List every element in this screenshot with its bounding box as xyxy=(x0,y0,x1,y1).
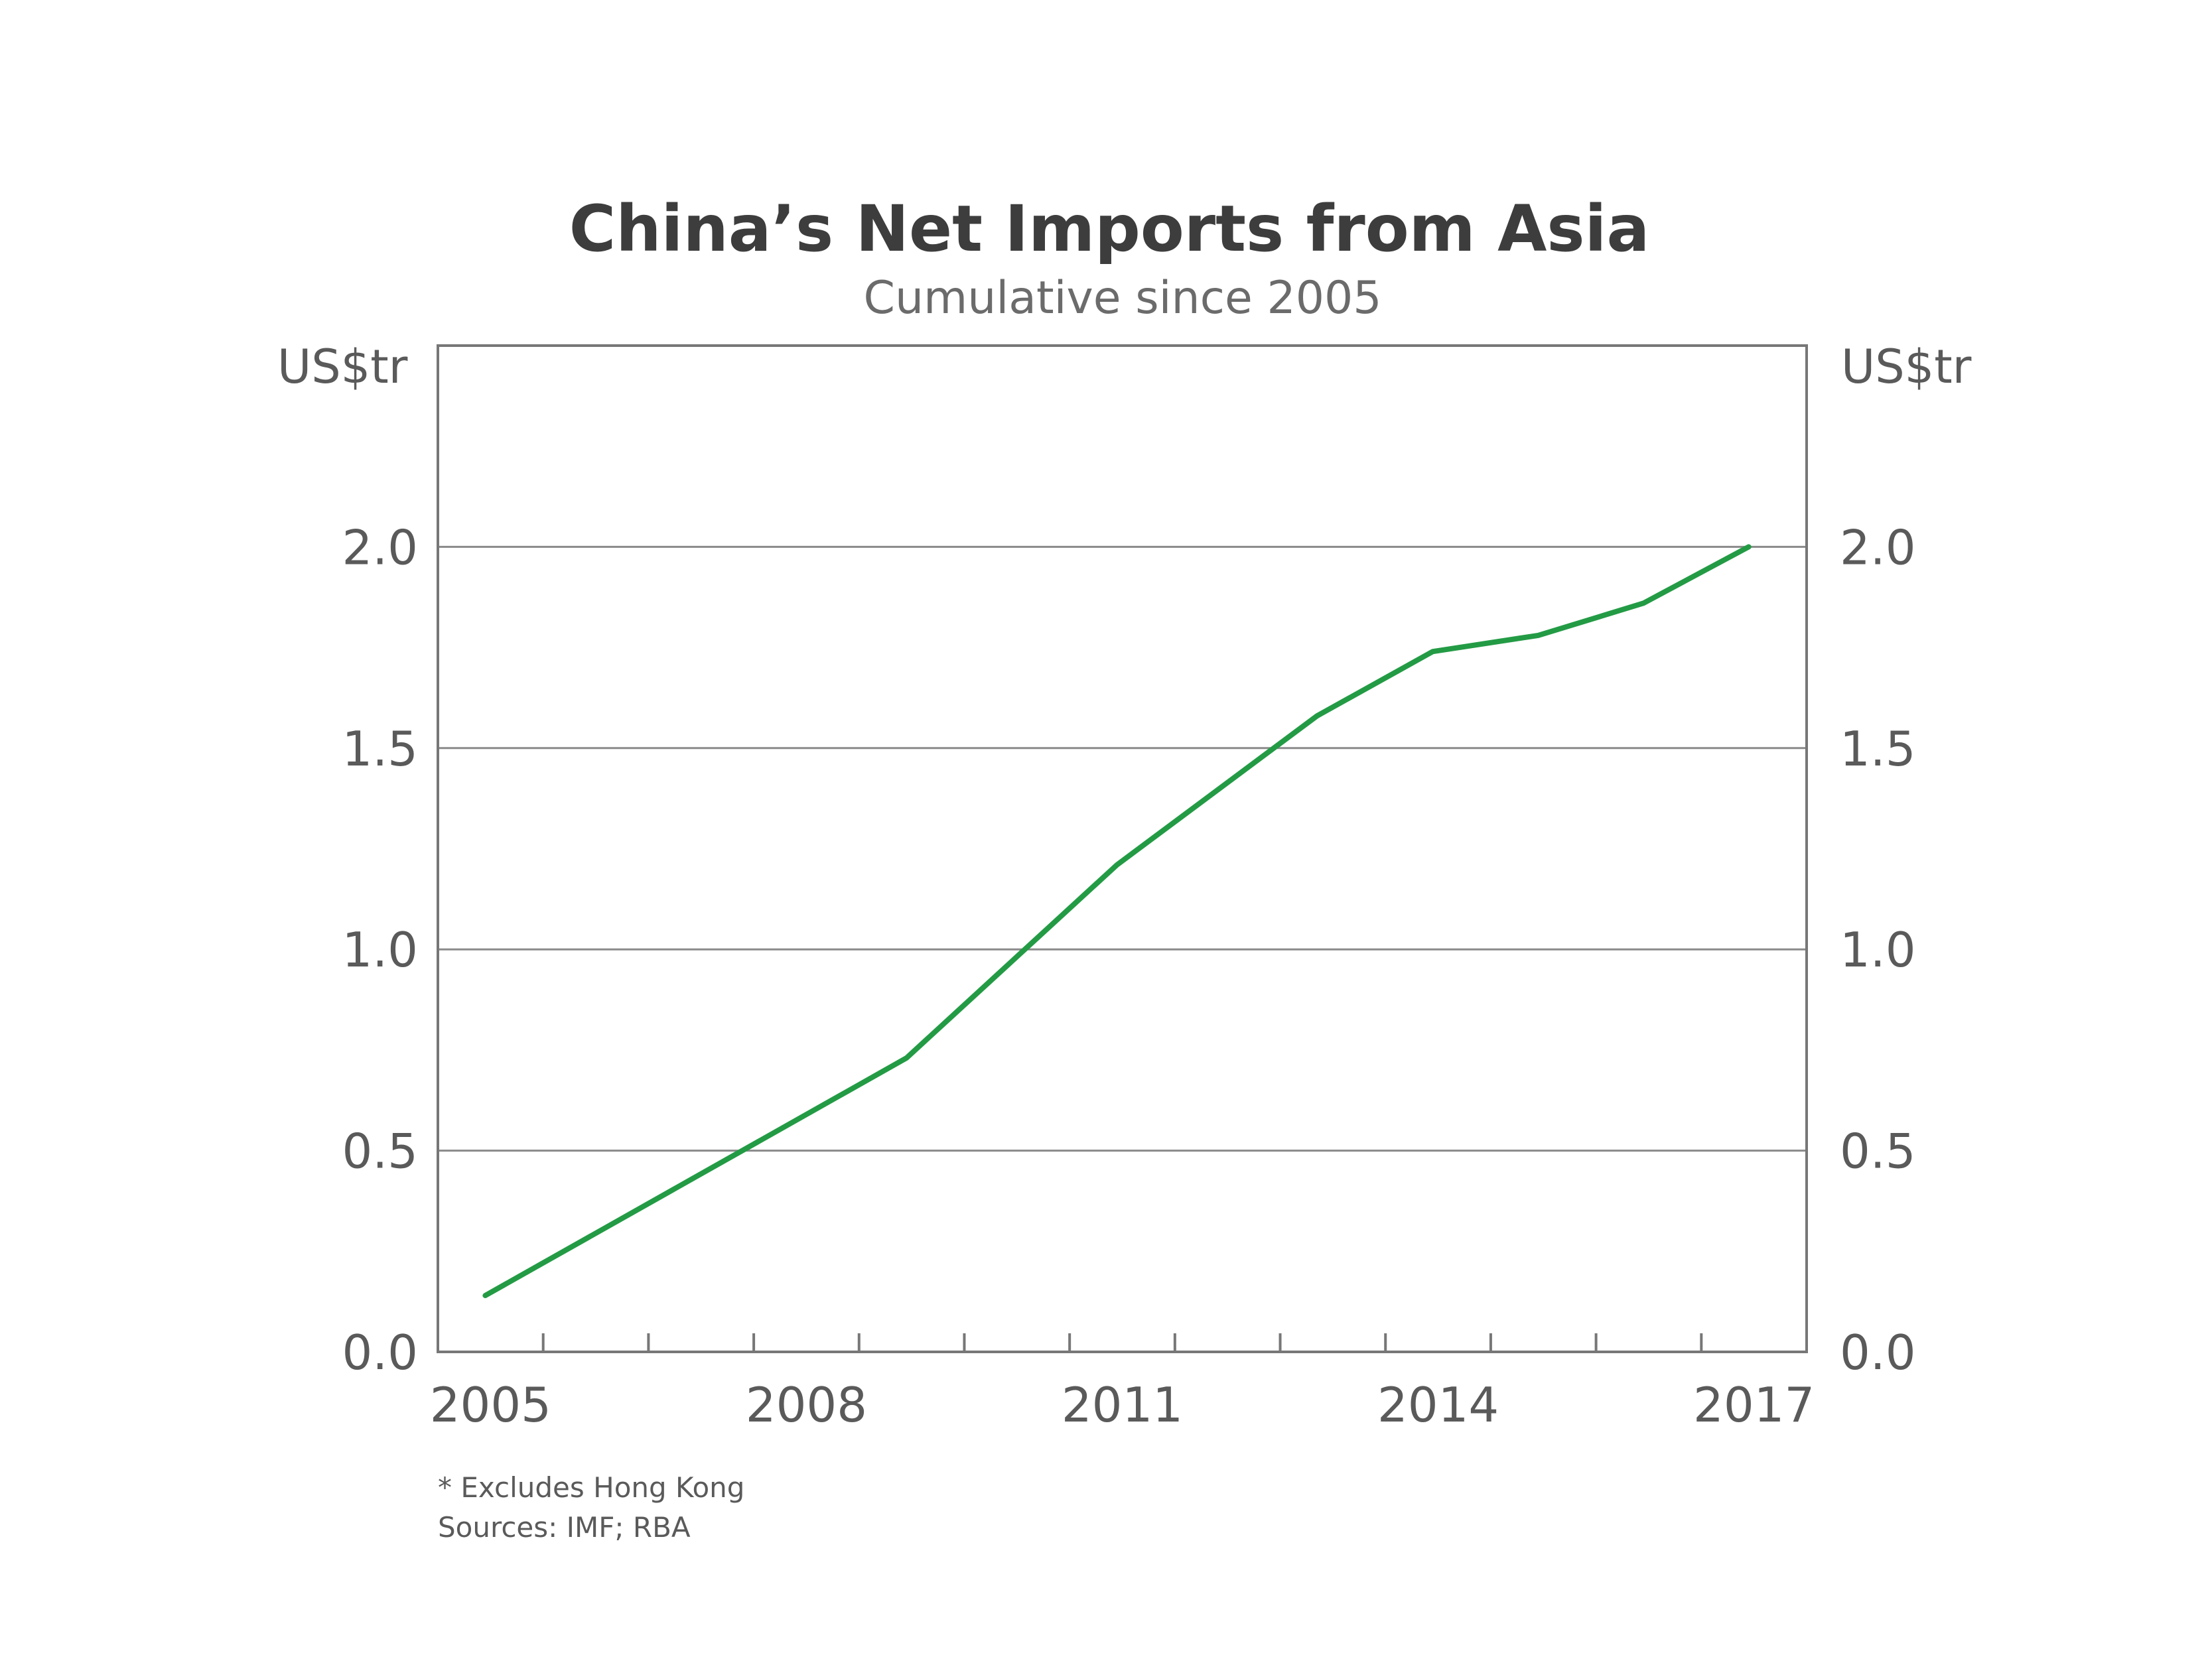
y-tick-label-left: 0.0 xyxy=(342,1325,418,1380)
y-axis-unit-right: US$tr xyxy=(1841,340,1972,394)
x-tick-label: 2014 xyxy=(1377,1377,1499,1433)
footnote: * Excludes Hong Kong xyxy=(438,1471,744,1504)
plot-frame xyxy=(437,344,1808,1353)
series-line xyxy=(482,544,1752,1299)
x-tick-label: 2017 xyxy=(1693,1377,1815,1433)
y-tick-label-left: 2.0 xyxy=(342,519,418,575)
y-tick-label-right: 0.0 xyxy=(1840,1325,1916,1380)
x-axis-ticks xyxy=(541,1333,1703,1352)
axis-labels: 0.0 0.0 0.5 0.5 1.0 1.0 1.5 1.5 2.0 2.0 2005 2008 20… xyxy=(342,519,1915,1433)
x-tick-label: 2011 xyxy=(1062,1377,1183,1433)
y-tick-label-left: 1.5 xyxy=(342,721,418,777)
y-tick-label-left: 1.0 xyxy=(342,922,418,978)
y-tick-label-right: 2.0 xyxy=(1840,519,1916,575)
chart-subtitle: Cumulative since 2005 xyxy=(863,272,1381,324)
y-tick-label-right: 0.5 xyxy=(1840,1124,1916,1179)
x-tick-label: 2008 xyxy=(746,1377,867,1433)
y-axis-unit-left: US$tr xyxy=(277,340,408,394)
gridlines xyxy=(438,545,1807,1152)
x-tick-label: 2005 xyxy=(430,1377,551,1433)
series-layer xyxy=(482,544,1752,1299)
y-tick-label-left: 0.5 xyxy=(342,1124,418,1179)
y-tick-label-right: 1.5 xyxy=(1840,721,1916,777)
y-tick-label-right: 1.0 xyxy=(1840,922,1916,978)
chart-title: China’s Net Imports from Asia xyxy=(569,192,1649,266)
sources-note: Sources: IMF; RBA xyxy=(438,1511,691,1544)
